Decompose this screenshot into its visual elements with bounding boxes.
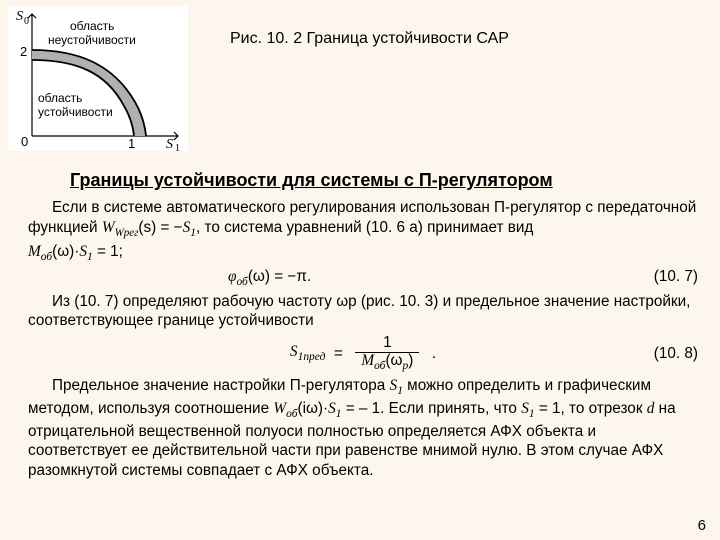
t: = 1; <box>93 243 123 260</box>
sym: S1 <box>328 400 341 417</box>
sym: Wоб <box>273 400 297 417</box>
svg-text:неустойчивости: неустойчивости <box>48 33 136 47</box>
sym-mob: Mоб <box>28 243 52 260</box>
svg-text:устойчивости: устойчивости <box>38 105 113 119</box>
t: (ω)· <box>52 243 79 260</box>
para-3: φоб(ω) = −π. (10. 7) <box>28 267 698 290</box>
t: = 1, то отрезок <box>535 400 647 417</box>
svg-text:0: 0 <box>21 134 28 149</box>
sym-s1: S1 <box>183 219 196 236</box>
eq-num-1: (10. 7) <box>454 267 698 287</box>
equation-block: S1пред = 1 Mоб(ωр) . (10. 8) <box>28 335 698 372</box>
eq-lhs: S1пред <box>290 342 325 365</box>
figure-caption: Рис. 10. 2 Граница устойчивости САР <box>230 30 509 48</box>
para-1: Если в системе автоматического регулиров… <box>28 198 698 240</box>
t: Предельное значение настройки П-регулято… <box>52 377 390 394</box>
sym: S1 <box>521 400 534 417</box>
page-number: 6 <box>698 517 706 534</box>
eq-dot: . <box>428 344 437 364</box>
t: , то система уравнений (10. 6 а) принима… <box>196 219 533 236</box>
svg-text:область: область <box>38 91 82 105</box>
sym-s1b: S1 <box>79 243 92 260</box>
svg-text:S: S <box>166 137 173 151</box>
section-heading: Границы устойчивости для системы с П-рег… <box>70 170 553 191</box>
sym-wreg: WWрег <box>102 219 139 236</box>
eq-num-2: (10. 8) <box>654 344 698 364</box>
eq-eq: = <box>330 344 347 364</box>
t: (ω) = −π. <box>248 268 311 285</box>
sym: S1 <box>390 377 403 394</box>
svg-text:область: область <box>70 19 114 33</box>
svg-text:1: 1 <box>128 136 135 151</box>
para-2: Mоб(ω)·S1 = 1; <box>28 242 698 265</box>
para-5: Предельное значение настройки П-регулято… <box>28 376 698 480</box>
eq-frac: 1 Mоб(ωр) <box>355 335 419 372</box>
svg-text:1: 1 <box>175 143 180 151</box>
svg-text:0: 0 <box>24 16 29 27</box>
para-4: Из (10. 7) определяют рабочую частоту ωр… <box>28 292 698 331</box>
stability-figure: S 0 2 0 1 S 1 область неустойчивости обл… <box>8 6 188 151</box>
t: (iω)· <box>297 400 328 417</box>
sym-phiob: φоб <box>228 268 248 285</box>
t: = – 1. Если принять, что <box>341 400 521 417</box>
body-text: Если в системе автоматического регулиров… <box>28 198 698 483</box>
svg-text:2: 2 <box>20 44 27 59</box>
svg-text:S: S <box>16 9 23 24</box>
t: (s) = − <box>138 219 182 236</box>
